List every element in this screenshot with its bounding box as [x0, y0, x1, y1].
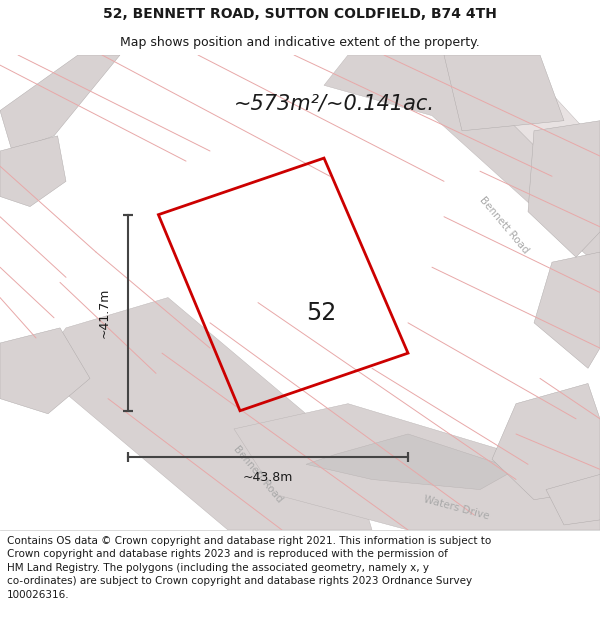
Polygon shape	[444, 55, 600, 212]
Polygon shape	[234, 404, 600, 530]
Text: Bennett Road: Bennett Road	[478, 194, 530, 255]
Text: ~573m²/~0.141ac.: ~573m²/~0.141ac.	[234, 94, 435, 114]
Polygon shape	[0, 328, 90, 414]
Polygon shape	[0, 55, 120, 151]
Text: 52, BENNETT ROAD, SUTTON COLDFIELD, B74 4TH: 52, BENNETT ROAD, SUTTON COLDFIELD, B74 …	[103, 8, 497, 21]
Text: Map shows position and indicative extent of the property.: Map shows position and indicative extent…	[120, 36, 480, 49]
Polygon shape	[306, 434, 516, 489]
Polygon shape	[528, 121, 600, 257]
Polygon shape	[492, 384, 600, 499]
Polygon shape	[444, 55, 564, 131]
Polygon shape	[324, 55, 600, 268]
Text: Contains OS data © Crown copyright and database right 2021. This information is : Contains OS data © Crown copyright and d…	[7, 536, 491, 600]
Text: ~41.7m: ~41.7m	[98, 288, 111, 338]
Polygon shape	[534, 252, 600, 368]
Polygon shape	[0, 136, 66, 207]
Text: 52: 52	[307, 301, 337, 325]
Text: Waters Drive: Waters Drive	[422, 494, 490, 521]
Text: ~43.8m: ~43.8m	[243, 471, 293, 484]
Polygon shape	[36, 298, 372, 530]
Text: Bennett Road: Bennett Road	[232, 444, 284, 504]
Polygon shape	[546, 474, 600, 525]
